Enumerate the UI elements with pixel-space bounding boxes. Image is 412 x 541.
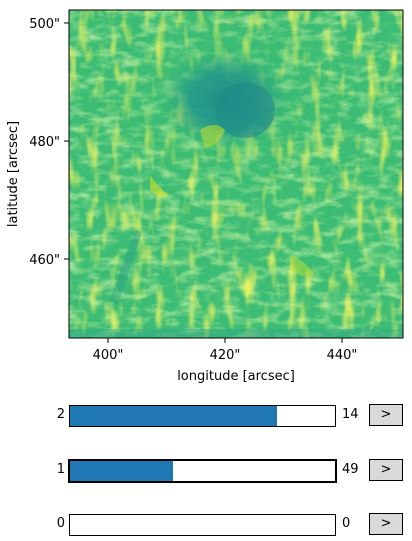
y-axis-label: latitude [arcsec]: [6, 121, 21, 227]
slider-min-label: 0: [56, 516, 65, 531]
slider-row-2: 0 0 >: [0, 513, 412, 537]
slider-track-1[interactable]: [68, 459, 337, 483]
x-axis-label: longitude [arcsec]: [177, 369, 295, 384]
slider-track-2[interactable]: [69, 514, 336, 536]
x-tick-label: 400": [93, 348, 124, 363]
y-tick-label: 480": [29, 135, 60, 150]
slider-value-label: 49: [342, 462, 359, 477]
x-tick-label: 420": [210, 348, 241, 363]
slider-value-label: 0: [342, 516, 351, 531]
y-tick-label: 500": [29, 17, 60, 32]
plot-frame: [68, 9, 404, 339]
x-tick-label: 440": [327, 348, 358, 363]
slider-min-label: 1: [56, 462, 65, 477]
slider-row-0: 2 14 >: [0, 404, 412, 428]
slider-min-label: 2: [56, 407, 65, 422]
sunspot-image: [69, 10, 403, 338]
slider-value-label: 14: [342, 407, 359, 422]
slider-row-1: 1 49 >: [0, 459, 412, 483]
slider-fill: [70, 461, 174, 481]
next-button-1[interactable]: >: [369, 459, 403, 481]
y-tick-label: 460": [29, 253, 60, 268]
slider-fill: [70, 406, 277, 426]
next-button-0[interactable]: >: [369, 404, 403, 426]
next-button-2[interactable]: >: [369, 513, 403, 535]
solar-image-plot: 400" 420" 440" 500" 480" 460" longitude …: [6, 9, 404, 384]
slider-track-0[interactable]: [69, 405, 336, 427]
